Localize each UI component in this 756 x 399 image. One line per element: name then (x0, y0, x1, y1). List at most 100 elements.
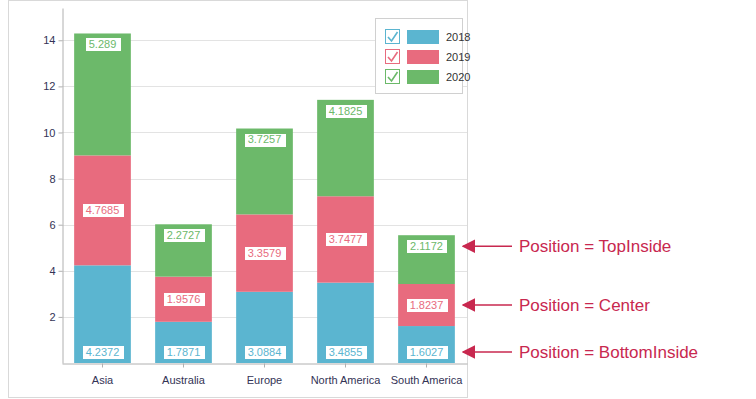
y-tick: 8 (49, 173, 62, 185)
legend-checkbox[interactable] (386, 50, 400, 64)
data-label-box (245, 247, 287, 261)
data-label: 1.9576 (167, 293, 201, 305)
data-label-group: 3.0884 (245, 346, 287, 360)
y-tick-label: 6 (49, 219, 55, 231)
x-tick-label: South America (391, 374, 463, 386)
annotation-arrow (463, 245, 512, 247)
data-label-group: 4.1825 (326, 105, 368, 119)
x-axis: Asia Australia Europe North America South Am… (63, 364, 468, 386)
y-tick: 10 (43, 127, 62, 139)
y-tick-label: 10 (43, 127, 55, 139)
series-bars (74, 33, 455, 284)
data-label-group: 1.8237 (407, 299, 449, 313)
data-label-group: 3.7257 (245, 133, 287, 147)
legend-check[interactable] (388, 52, 398, 61)
y-tick-mark (59, 179, 63, 180)
x-tick: Asia (92, 364, 114, 386)
legend-label: 2018 (446, 31, 470, 43)
annotations: Position = BottomInside Position = Center… (463, 237, 698, 362)
data-label-group: 1.6027 (407, 346, 449, 360)
bar (317, 100, 374, 196)
data-label: 3.3579 (248, 247, 282, 259)
x-tick-mark (264, 364, 265, 368)
legend-checkbox[interactable] (386, 70, 400, 84)
legend-swatch (407, 30, 439, 44)
data-label-group: 2.1172 (407, 240, 448, 254)
data-label: 1.8237 (410, 299, 444, 311)
legend-item[interactable]: 2019 (386, 50, 471, 65)
bar (236, 292, 293, 363)
y-tick-label: 8 (49, 173, 55, 185)
data-label-group: 5.289 (86, 38, 122, 52)
legend-item[interactable]: 2018 (386, 30, 471, 45)
data-label-group: 1.9576 (164, 293, 206, 307)
bars (74, 33, 455, 363)
y-axis-line (63, 9, 64, 364)
x-tick: Europe (247, 364, 282, 386)
y-tick-mark (59, 271, 63, 272)
legend-swatch (407, 50, 439, 64)
x-tick-label: North America (311, 374, 382, 386)
legend-label: 2020 (446, 71, 470, 83)
legend-checkbox[interactable] (386, 30, 400, 44)
y-tick: 6 (49, 219, 62, 231)
y-tick-mark (59, 86, 63, 87)
x-tick-mark (102, 364, 103, 368)
bar (74, 33, 131, 155)
data-label-group: 1.7871 (164, 346, 206, 360)
bar (398, 326, 455, 363)
data-label: 1.7871 (167, 346, 201, 358)
data-label-group: 3.4855 (326, 346, 368, 360)
data-label-box (86, 38, 122, 52)
data-label-group: 2.2727 (164, 229, 206, 243)
data-label: 2.1172 (410, 240, 443, 252)
data-label-box (164, 293, 206, 307)
y-tick-label: 4 (49, 265, 55, 277)
annotation: Position = BottomInside (519, 343, 698, 362)
data-label-box (245, 346, 287, 360)
bar (236, 129, 293, 215)
legend-item[interactable]: 2020 (386, 70, 471, 85)
data-label: 5.289 (89, 38, 117, 50)
bar (155, 322, 212, 363)
data-label: 4.7685 (86, 204, 120, 216)
data-label: 3.7257 (248, 133, 282, 145)
y-tick-mark (59, 317, 63, 318)
data-label-box (407, 299, 449, 313)
x-tick: Australia (162, 364, 206, 386)
x-tick-mark (345, 364, 346, 368)
legend-check[interactable] (388, 32, 398, 41)
legend-swatch (407, 70, 439, 84)
data-label-box (407, 240, 448, 254)
y-tick: 2 (49, 311, 62, 323)
data-label-box (83, 204, 125, 218)
annotation: Position = Center (519, 296, 650, 315)
y-tick-mark (59, 40, 63, 41)
data-label: 3.4855 (329, 346, 363, 358)
bar (74, 265, 131, 363)
bar (317, 196, 374, 282)
legend: 2018 2019 2020 (376, 19, 471, 94)
bar (398, 235, 455, 284)
data-label-box (326, 233, 368, 247)
data-label: 3.0884 (248, 346, 282, 358)
chart-container: 2468101214AsiaAustraliaEuropeNorth Ameri… (0, 0, 756, 399)
data-label: 1.6027 (410, 346, 444, 358)
bar (236, 214, 293, 291)
x-tick: North America (311, 364, 382, 386)
legend-check[interactable] (388, 72, 398, 81)
annotation-arrow (463, 351, 512, 353)
x-tick-mark (426, 364, 427, 368)
data-label-group: 4.2372 (83, 346, 125, 360)
bar (74, 155, 131, 265)
chart-frame (9, 1, 468, 398)
chart-svg: 2468101214AsiaAustraliaEuropeNorth Ameri… (0, 0, 756, 399)
y-tick: 12 (43, 80, 62, 92)
data-label: 3.7477 (329, 233, 363, 245)
y-tick-label: 12 (43, 80, 55, 92)
y-axis: 2468101214 (43, 9, 63, 364)
data-label: 4.1825 (329, 105, 363, 117)
data-label: 2.2727 (167, 229, 201, 241)
annotation-arrow (463, 304, 512, 306)
data-label-group: 3.7477 (326, 233, 368, 247)
